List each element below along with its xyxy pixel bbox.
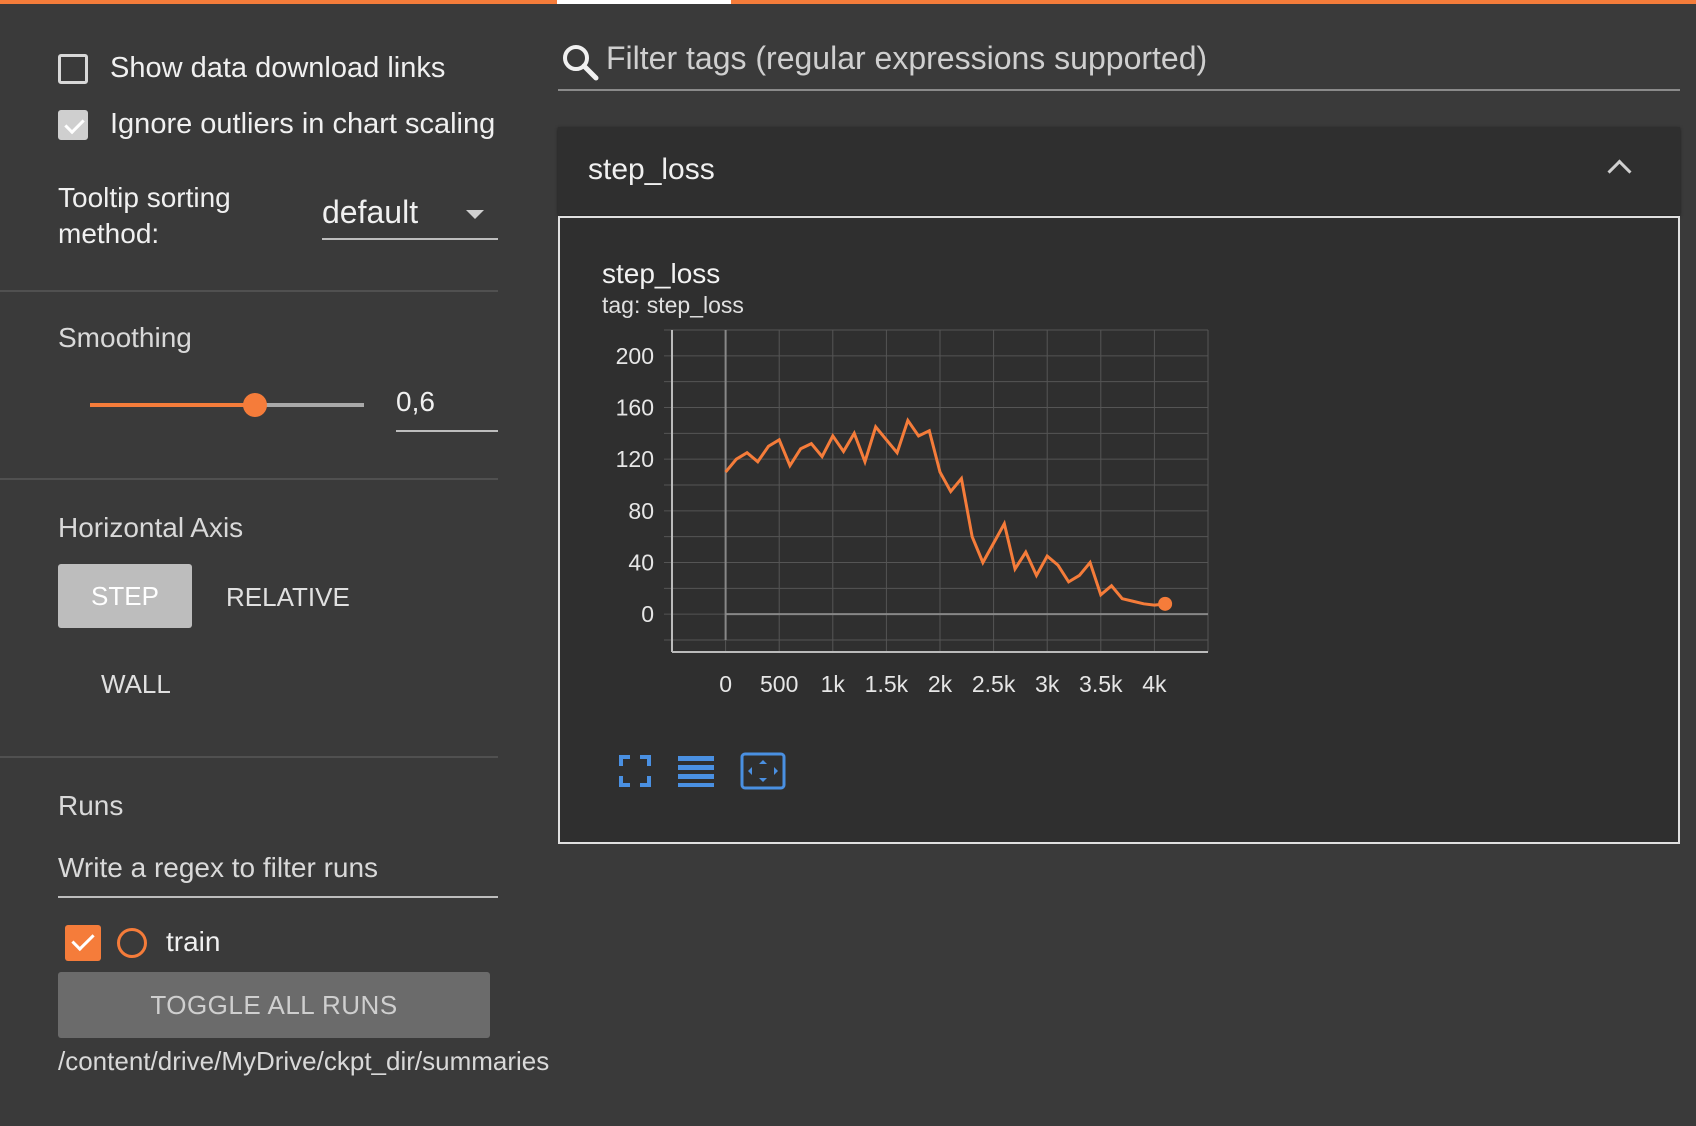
fit-domain-icon[interactable] <box>740 752 786 790</box>
active-tab-indicator <box>557 0 731 4</box>
smoothing-slider-thumb[interactable] <box>243 393 267 417</box>
panel-header[interactable]: step_loss <box>558 127 1680 215</box>
y-tick-label: 80 <box>628 498 654 524</box>
smoothing-input[interactable]: 0,6 <box>396 380 498 432</box>
y-tick-label: 120 <box>616 446 654 472</box>
toggle-all-runs-button[interactable]: TOGGLE ALL RUNS <box>58 972 490 1038</box>
x-tick-label: 2k <box>928 671 953 697</box>
tag-filter-underline <box>558 89 1680 91</box>
smoothing-slider-fill <box>90 403 255 407</box>
x-tick-label: 1k <box>821 671 846 697</box>
divider <box>0 756 498 758</box>
axis-relative-button[interactable]: RELATIVE <box>226 582 350 612</box>
divider <box>0 478 498 480</box>
x-tick-label: 500 <box>760 671 798 697</box>
run-color-icon[interactable] <box>117 928 147 958</box>
runs-filter-input[interactable]: Write a regex to filter runs <box>58 852 498 898</box>
y-tick-label: 200 <box>616 343 654 369</box>
x-tick-label: 4k <box>1142 671 1167 697</box>
tooltip-sorting-label: Tooltip sorting method: <box>58 182 231 249</box>
lines-icon[interactable] <box>677 754 715 788</box>
horizontal-axis-title: Horizontal Axis <box>58 512 244 543</box>
chart-card: step_loss tag: step_loss 0 500 1k 1.5k 2k 2.5… <box>558 216 1680 844</box>
series-end-point <box>1158 596 1173 611</box>
dropdown-arrow-icon <box>466 210 484 219</box>
runs-title: Runs <box>58 790 124 821</box>
chevron-up-icon[interactable] <box>1607 159 1632 184</box>
smoothing-title: Smoothing <box>58 322 192 353</box>
ignore-outliers-label: Ignore outliers in chart scaling <box>110 108 496 140</box>
tooltip-sorting-select[interactable]: default <box>322 188 498 240</box>
y-tick-label: 40 <box>628 550 654 576</box>
x-tick-label: 0 <box>719 671 732 697</box>
chart-title: step_loss <box>602 258 721 289</box>
x-tick-label: 2.5k <box>972 671 1016 697</box>
ignore-outliers-row[interactable]: Ignore outliers in chart scaling <box>58 108 498 141</box>
x-tick-label: 3k <box>1035 671 1060 697</box>
ignore-outliers-checkbox[interactable] <box>58 109 88 140</box>
y-tick-label: 160 <box>616 395 654 421</box>
x-tick-label: 3.5k <box>1079 671 1123 697</box>
chart[interactable]: 0 500 1k 1.5k 2k 2.5k 3k 3.5k 4k 0 40 80 120 160 200 <box>560 218 1678 842</box>
search-icon <box>563 45 599 81</box>
y-tick-label: 0 <box>641 601 654 627</box>
show-download-links-row[interactable]: Show data download links <box>58 52 510 85</box>
x-tick-label: 1.5k <box>865 671 909 697</box>
divider <box>0 290 498 292</box>
chart-tag: tag: step_loss <box>602 292 744 318</box>
tooltip-sorting-value: default <box>322 194 419 230</box>
log-dir-path: /content/drive/MyDrive/ckpt_dir/summarie… <box>58 1046 550 1076</box>
axis-wall-button[interactable]: WALL <box>101 669 171 699</box>
fullscreen-icon[interactable] <box>618 754 652 788</box>
panel-title: step_loss <box>588 153 715 186</box>
top-accent-bar <box>0 0 1696 4</box>
axis-step-button[interactable]: STEP <box>58 564 192 628</box>
run-train-label: train <box>166 926 221 957</box>
show-download-links-checkbox[interactable] <box>58 53 88 84</box>
series-line <box>724 417 1166 607</box>
tag-filter-input[interactable]: Filter tags (regular expressions support… <box>606 40 1208 76</box>
show-download-links-label: Show data download links <box>110 52 446 84</box>
run-train-checkbox[interactable] <box>65 925 101 961</box>
